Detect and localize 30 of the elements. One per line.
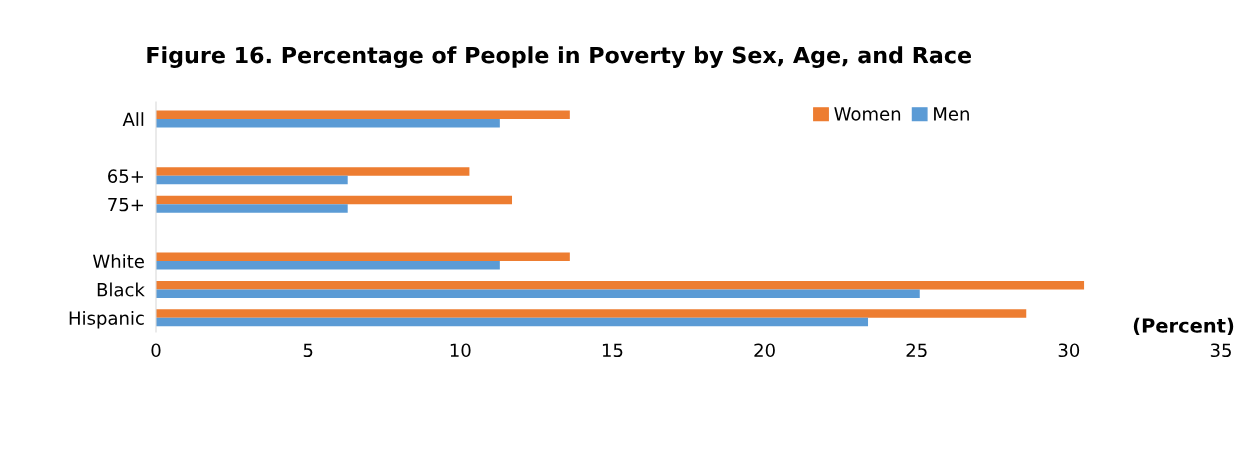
bar bbox=[156, 119, 500, 128]
bar bbox=[156, 309, 1027, 318]
x-axis-title: (Percent) bbox=[1133, 317, 1234, 336]
x-tick-label: 25 bbox=[906, 343, 927, 358]
x-tick-label: 5 bbox=[303, 343, 313, 358]
x-tick-label: 35 bbox=[1210, 343, 1231, 358]
y-tick-label: Black bbox=[97, 282, 145, 297]
x-tick-label: 30 bbox=[1058, 343, 1080, 358]
legend-label: Men bbox=[934, 107, 969, 121]
bar bbox=[156, 317, 869, 327]
bar bbox=[156, 110, 570, 120]
legend-label: Women bbox=[834, 107, 901, 121]
bar bbox=[156, 204, 348, 213]
x-tick-label: 15 bbox=[602, 343, 623, 358]
y-tick-label: All bbox=[122, 112, 144, 126]
bar bbox=[156, 252, 570, 262]
y-tick-label: 75+ bbox=[108, 197, 143, 212]
y-tick-label: 65+ bbox=[108, 169, 143, 183]
x-tick-label: 10 bbox=[450, 343, 471, 358]
x-tick-label: 0 bbox=[151, 343, 161, 358]
chart-title: Figure 16. Percentage of People in Poverty by Sex, Age, and Race bbox=[147, 46, 971, 68]
x-tick-label: 20 bbox=[754, 343, 775, 358]
y-tick-label: White bbox=[92, 254, 144, 269]
bar bbox=[156, 261, 500, 270]
bar bbox=[156, 195, 513, 205]
bar bbox=[156, 175, 348, 185]
bar bbox=[156, 280, 1085, 290]
bar bbox=[156, 289, 920, 298]
bar bbox=[156, 167, 470, 176]
y-tick-label: Hispanic bbox=[69, 310, 144, 329]
